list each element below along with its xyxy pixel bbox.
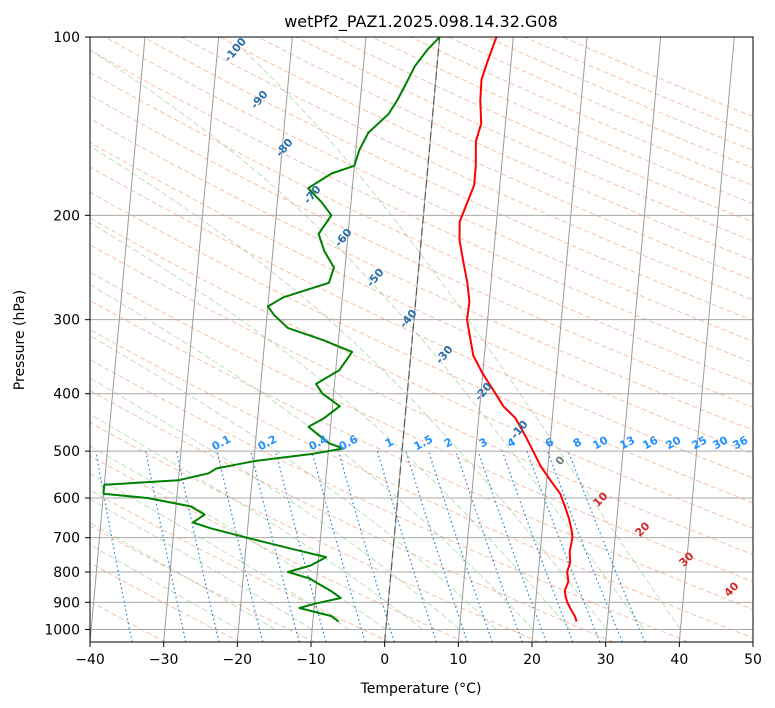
x-tick-label: −10 [296,652,326,668]
dry-adiabat-line [90,489,390,642]
y-tick-label: 200 [53,208,80,224]
plot-frame [89,36,754,643]
series-line [102,37,441,623]
mixing-ratio-label: 20 [664,433,684,452]
x-tick-label: 30 [597,652,615,668]
mixing-ratio-label: 16 [641,433,661,452]
isotherm-line [457,37,514,642]
axes: −40 −30 −20 −10 0 10 20 30 40 50 100 200 300 400 500 60… [44,30,762,668]
moist-adiabat-line [90,145,608,630]
mixing-ratio-label: 30 [711,433,731,452]
dry-adiabat-line [90,359,689,642]
isotherm-line [310,37,367,642]
dry-adiabat-line [90,94,753,408]
moist-adiabat-line [90,221,571,630]
y-tick-label: 100 [53,30,80,46]
moist-adiabat-line [90,521,276,630]
moist-adiabat-line [90,49,644,630]
moist-adiabat-line [90,544,239,630]
y-tick-label: 700 [53,531,80,547]
dry-adiabat-line [257,37,753,261]
dry-adiabat-line [448,37,753,169]
mixing-ratio-line [405,450,469,642]
mixing-ratio-line [311,450,366,642]
mixing-ratio-line [275,450,327,642]
isotherm-line [605,37,662,642]
isotherm-line [90,37,146,642]
x-tick-label: 10 [449,652,467,668]
dry-adiabat-line [90,117,753,431]
plot-area [90,37,753,642]
y-tick-label: 1000 [44,622,80,638]
dry-adiabat-line [90,422,540,642]
dry-adiabat-line [219,37,753,281]
y-tick-label: 600 [53,491,80,507]
series-line [458,37,578,622]
mixing-ratio-line [95,450,133,642]
dry-adiabat-line [90,389,614,642]
mixing-ratio-line [337,450,395,642]
dry-adiabat-line [90,141,753,455]
y-tick-label: 800 [53,565,80,581]
x-tick-label: 20 [523,652,541,668]
mixing-ratio-line [546,450,623,642]
mixing-ratio-label: 10 [591,433,611,452]
x-tick-label: −30 [149,652,179,668]
x-axis-label: Temperature (°C) [360,681,482,697]
y-tick-label: 500 [53,444,80,460]
moist-adiabat-line [90,334,497,630]
isotherm-line [678,37,735,642]
x-tick-label: −20 [223,652,253,668]
isotherm-line [163,37,220,642]
dry-adiabat-line [104,37,753,342]
moist-adiabat-line [90,377,460,630]
dry-adiabat-line [90,455,465,642]
y-tick-label: 300 [53,313,80,329]
chart-title: wetPf2_PAZ1.2025.098.14.32.G08 [284,12,558,32]
moist-adiabat-line [242,49,681,630]
moist-adiabat-line [90,473,350,630]
y-axis-label: Pressure (hPa) [12,290,28,390]
moist-adiabat-line [90,283,534,630]
isotherm-line [236,37,293,642]
mixing-ratio-line [501,450,574,642]
x-tick-label: −40 [75,652,105,668]
dry-adiabat-line [90,191,753,504]
zero-isotherm-line [384,37,441,642]
x-tick-label: 40 [670,652,688,668]
series-layer [102,37,578,623]
dry-adiabat-line [409,37,753,187]
y-tick-label: 900 [53,595,80,611]
mixing-ratio-label: 36 [731,433,751,452]
mixing-ratio-line [376,450,437,642]
x-tick-label: 0 [380,652,389,668]
mixing-ratio-line [526,450,601,642]
dry-adiabat-line [486,37,753,151]
isotherm-line [531,37,588,642]
dry-adiabat-line [90,271,753,583]
dry-adiabat-line [181,37,753,301]
dry-adiabat-line [90,328,753,639]
mixing-ratio-label: 13 [618,434,638,453]
dry-adiabat-line [90,49,753,364]
x-tick-label: 50 [744,652,762,668]
y-tick-label: 400 [53,387,80,403]
mixing-ratio-label: 25 [690,434,710,453]
dry-adiabat-line [371,37,753,205]
